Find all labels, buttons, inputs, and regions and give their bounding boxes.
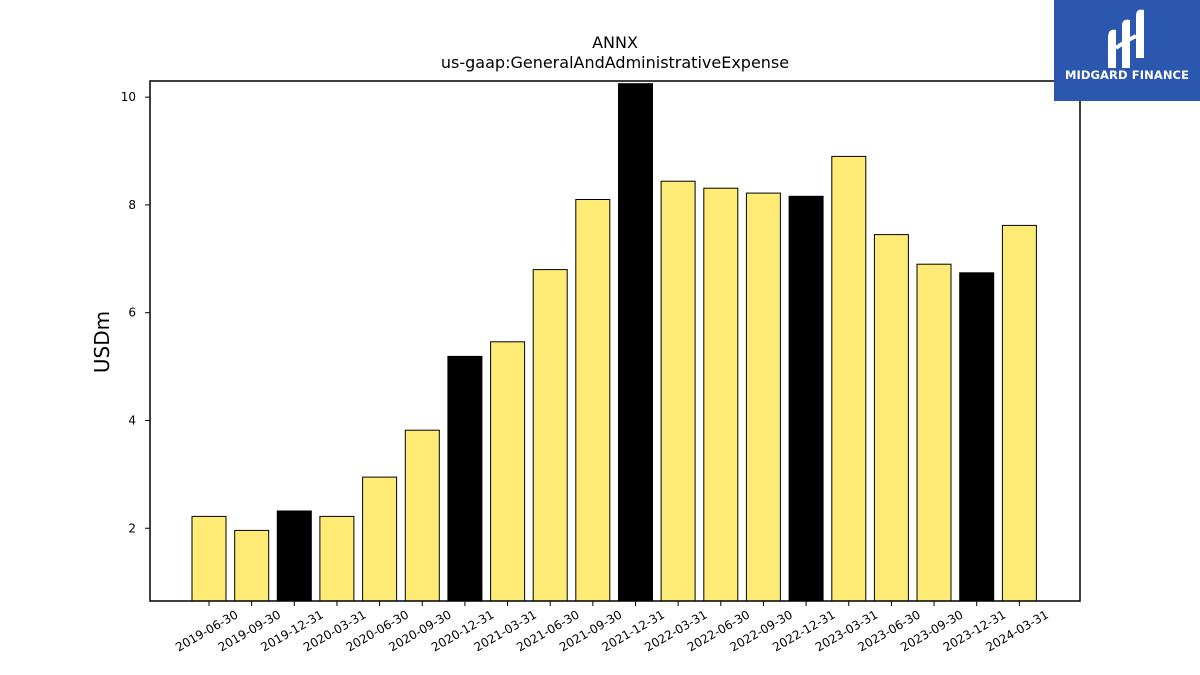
bar-2022-12-31	[788, 195, 824, 602]
bars-group	[191, 83, 1037, 602]
bar-2019-09-30	[234, 529, 270, 602]
bar-2022-03-31	[660, 180, 696, 602]
y-tick-label: 4	[128, 413, 136, 427]
bar-2023-09-30	[916, 263, 952, 602]
bar-2021-06-30	[532, 269, 568, 602]
bar-2023-12-31	[959, 272, 995, 602]
chart-title: ANNX	[592, 33, 638, 52]
bar-2022-06-30	[703, 187, 739, 602]
bar-2023-03-31	[831, 155, 867, 602]
midgard-m-logo-icon	[1108, 9, 1144, 69]
y-axis-label: USDm	[90, 311, 114, 373]
bar-2020-03-31	[319, 515, 355, 602]
bar-2020-09-30	[404, 429, 440, 602]
x-axis-ticks: 2019-06-302019-09-302019-12-312020-03-31…	[173, 601, 1051, 654]
y-tick-label: 10	[121, 90, 136, 104]
y-tick-label: 8	[128, 198, 136, 212]
y-tick-label: 6	[128, 306, 136, 320]
bar-2020-06-30	[362, 476, 398, 602]
chart-subtitle: us-gaap:GeneralAndAdministrativeExpense	[441, 53, 789, 72]
brand-logo: MIDGARD FINANCE	[1054, 0, 1200, 101]
bar-2021-09-30	[575, 199, 611, 602]
bar-2024-03-31	[1001, 224, 1037, 602]
y-tick-label: 2	[128, 521, 136, 535]
bar-2022-09-30	[745, 192, 781, 602]
bar-2021-03-31	[490, 341, 526, 602]
bar-2020-12-31	[447, 355, 483, 602]
bar-2019-06-30	[191, 515, 227, 602]
bar-2019-12-31	[276, 510, 312, 602]
brand-name: MIDGARD FINANCE	[1064, 68, 1190, 82]
y-axis-ticks: 2 4 6 8 10	[121, 90, 150, 535]
plot-frame	[149, 80, 1081, 602]
bar-2023-06-30	[873, 234, 909, 602]
bar-2021-12-31	[618, 83, 653, 602]
